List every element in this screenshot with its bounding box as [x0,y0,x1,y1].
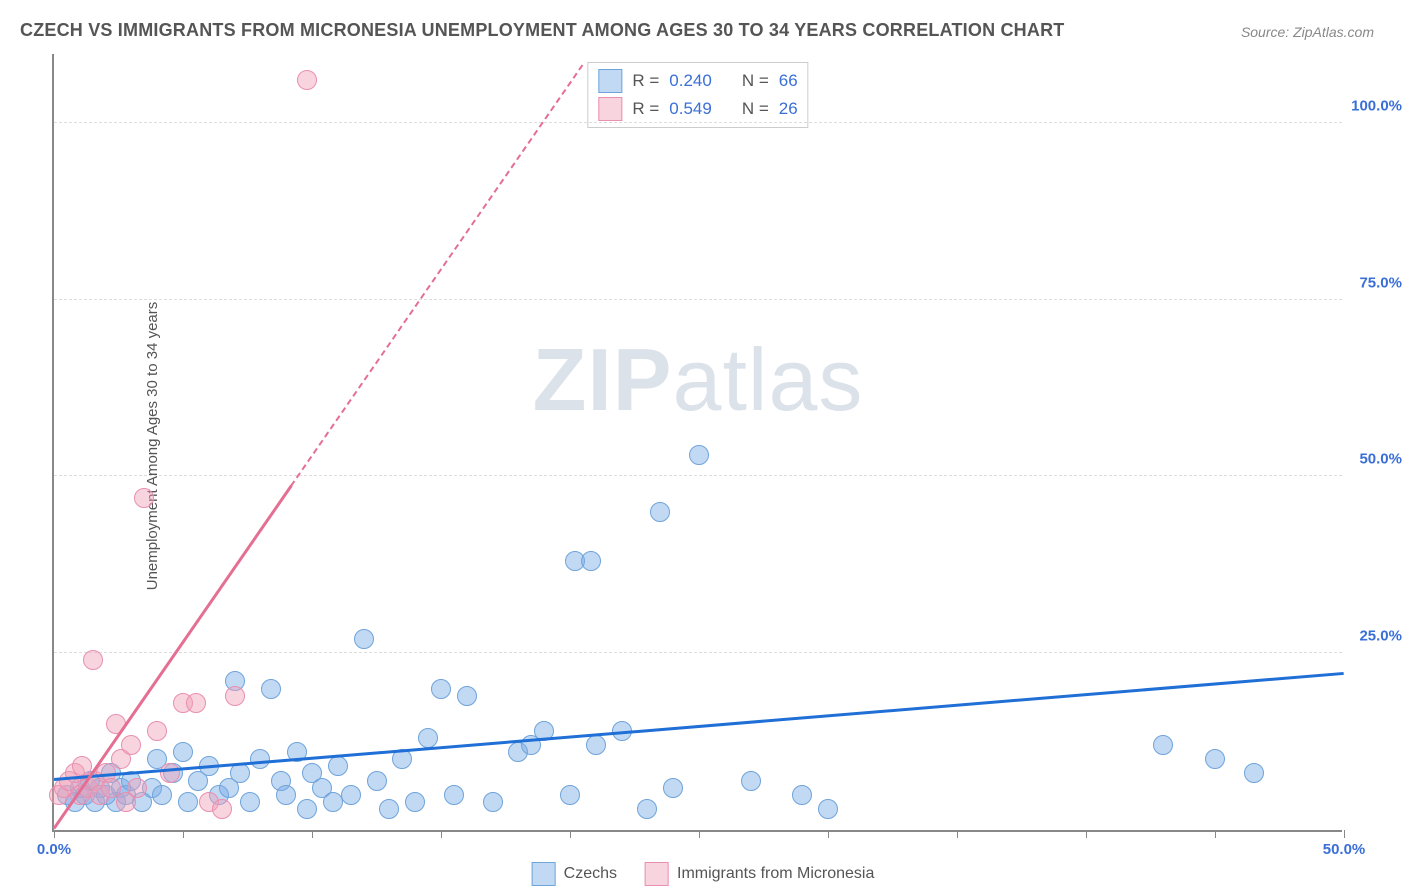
r-value: 0.240 [669,71,712,91]
data-point [261,679,281,699]
data-point [83,650,103,670]
data-point [212,799,232,819]
stat-row: R = 0.549 N = 26 [598,95,797,123]
data-point [297,799,317,819]
n-label: N = [742,71,769,91]
source-attribution: Source: ZipAtlas.com [1241,24,1374,40]
r-label: R = [632,99,659,119]
r-label: R = [632,71,659,91]
data-point [276,785,296,805]
data-point [121,735,141,755]
x-tick [183,830,184,838]
x-tick-label: 50.0% [1323,841,1366,858]
data-point [444,785,464,805]
data-point [1244,763,1264,783]
trend-line-extrapolated [291,65,584,487]
data-point [354,629,374,649]
data-point [225,686,245,706]
gridline [54,652,1342,653]
gridline [54,475,1342,476]
legend-label: Czechs [564,865,617,883]
gridline [54,122,1342,123]
x-tick [957,830,958,838]
x-tick [312,830,313,838]
watermark-rest: atlas [673,330,864,429]
y-tick-label: 50.0% [1347,451,1402,468]
data-point [418,728,438,748]
legend-label: Immigrants from Micronesia [677,865,874,883]
watermark: ZIPatlas [533,329,864,431]
data-point [650,502,670,522]
x-tick [54,830,55,838]
data-point [663,778,683,798]
data-point [581,551,601,571]
data-point [230,763,250,783]
x-tick [1086,830,1087,838]
legend-swatch [645,862,669,886]
chart-title: CZECH VS IMMIGRANTS FROM MICRONESIA UNEM… [20,20,1064,41]
y-tick-label: 100.0% [1347,97,1402,114]
gridline [54,299,1342,300]
data-point [457,686,477,706]
data-point [323,792,343,812]
data-point [741,771,761,791]
data-point [173,742,193,762]
x-tick [1215,830,1216,838]
r-value: 0.549 [669,99,712,119]
n-label: N = [742,99,769,119]
data-point [328,756,348,776]
data-point [250,749,270,769]
data-point [637,799,657,819]
data-point [178,792,198,812]
data-point [405,792,425,812]
x-tick [441,830,442,838]
data-point [186,693,206,713]
legend-swatch [532,862,556,886]
y-tick-label: 25.0% [1347,628,1402,645]
data-point [818,799,838,819]
data-point [483,792,503,812]
x-tick-label: 0.0% [37,841,71,858]
data-point [689,445,709,465]
legend-item: Immigrants from Micronesia [645,862,874,886]
x-tick [828,830,829,838]
data-point [367,771,387,791]
data-point [1153,735,1173,755]
data-point [147,721,167,741]
data-point [152,785,172,805]
data-point [297,70,317,90]
data-point [127,778,147,798]
legend-swatch [598,69,622,93]
data-point [160,763,180,783]
trend-line [54,671,1344,780]
data-point [134,488,154,508]
data-point [240,792,260,812]
data-point [586,735,606,755]
y-tick-label: 75.0% [1347,274,1402,291]
x-tick [570,830,571,838]
data-point [1205,749,1225,769]
data-point [431,679,451,699]
legend-item: Czechs [532,862,617,886]
legend-swatch [598,97,622,121]
data-point [341,785,361,805]
n-value: 66 [779,71,798,91]
n-value: 26 [779,99,798,119]
correlation-stats-box: R = 0.240 N = 66 R = 0.549 N = 26 [587,62,808,128]
data-point [792,785,812,805]
data-point [379,799,399,819]
data-point [560,785,580,805]
x-tick [1344,830,1345,838]
series-legend: Czechs Immigrants from Micronesia [532,862,875,886]
stat-row: R = 0.240 N = 66 [598,67,797,95]
x-tick [699,830,700,838]
watermark-bold: ZIP [533,330,673,429]
scatter-plot-area: ZIPatlas R =0.240N =66R =0.549N =26 25.0… [52,54,1342,832]
